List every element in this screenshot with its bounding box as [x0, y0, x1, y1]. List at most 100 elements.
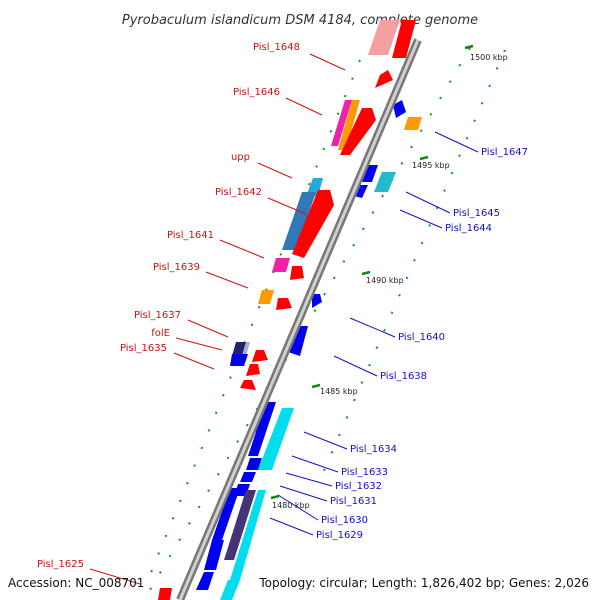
genome-summary-text: Topology: circular; Length: 1,826,402 bp… [258, 576, 589, 590]
gene-label-pisl_1634: Pisl_1634 [350, 444, 397, 455]
guide-line [319, 49, 506, 481]
gene-label-pisl_1638: Pisl_1638 [380, 371, 427, 382]
gene-label-pisl_1642: Pisl_1642 [215, 187, 262, 198]
cds-reverse-feature [242, 342, 250, 356]
label-leader-line [285, 472, 333, 487]
cds-reverse-feature [340, 108, 376, 155]
cds-reverse-feature [240, 380, 256, 390]
label-leader-line [205, 271, 249, 289]
cds-forward-feature [224, 490, 256, 560]
label-leader-line [291, 455, 339, 473]
cds-reverse-feature [368, 20, 400, 55]
gene-label-pisl_1637: Pisl_1637 [134, 310, 181, 321]
scale-tick-label: 1480 kbp [272, 501, 310, 510]
cds-forward-feature [196, 572, 214, 590]
cds-forward-feature [374, 172, 396, 192]
cds-reverse-feature [292, 190, 334, 258]
scale-tick-label: 1490 kbp [366, 276, 404, 285]
cds-forward-feature [258, 408, 294, 470]
label-leader-line [173, 352, 215, 370]
gene-label-pisl_1630: Pisl_1630 [321, 515, 368, 526]
cds-reverse-feature [158, 588, 172, 600]
guide-line [149, 59, 361, 576]
cds-forward-feature [230, 490, 266, 580]
map-title: Pyrobaculum islandicum DSM 4184, complet… [122, 13, 478, 28]
label-leader-line [257, 162, 293, 179]
cds-forward-feature [404, 117, 422, 130]
scale-ticks: 1500 kbp 1495 kbp 1490 kbp 1485 kbp 1480 kbp [270, 44, 508, 510]
gene-label-pisl_1646: Pisl_1646 [233, 87, 280, 98]
cds-forward-feature [204, 540, 224, 570]
label-leader-line [405, 191, 451, 214]
gene-label-pisl_1645: Pisl_1645 [453, 208, 500, 219]
cds-forward-feature [254, 402, 276, 432]
label-leader-line [285, 97, 323, 116]
label-leader-line [333, 355, 378, 377]
scale-tick-mark [311, 383, 321, 389]
cds-forward-feature [212, 488, 240, 540]
cds-forward-feature [362, 165, 378, 182]
label-leader-line [303, 431, 348, 450]
cds-reverse-feature [276, 298, 292, 310]
gene-label-pisl_1640: Pisl_1640 [398, 332, 445, 343]
cds-reverse-feature [230, 354, 248, 366]
cds-reverse-feature [331, 100, 352, 146]
gene-label-pisl_1633: Pisl_1633 [341, 467, 388, 478]
gene-label-pisl_1635: Pisl_1635 [120, 343, 167, 354]
label-leader-line [187, 319, 229, 338]
label-leader-line [349, 317, 396, 338]
cds-forward-feature [220, 580, 240, 600]
gene-label-fole: folE [151, 328, 170, 339]
cds-forward-feature [288, 326, 308, 356]
accession-text: Accession: NC_008701 [8, 576, 144, 590]
label-leader-line [175, 337, 223, 351]
label-leader-line [219, 239, 265, 259]
gene-label-pisl_1644: Pisl_1644 [445, 223, 492, 234]
cds-reverse-feature [252, 350, 268, 362]
label-leader-line [279, 485, 328, 502]
gene-label-pisl_1647: Pisl_1647 [481, 147, 528, 158]
feature-track [158, 20, 422, 600]
gene-label-upp: upp [231, 152, 250, 163]
scale-tick-mark [464, 44, 474, 50]
label-leader-line [269, 517, 314, 536]
scale-tick-label: 1500 kbp [470, 53, 508, 62]
gene-label-pisl_1631: Pisl_1631 [330, 496, 377, 507]
cds-reverse-feature [375, 70, 393, 88]
guide-dots [149, 47, 506, 591]
genome-backbone [176, 38, 422, 600]
label-leader-line [434, 131, 479, 153]
label-leader-line [267, 197, 307, 215]
gene-label-pisl_1639: Pisl_1639 [153, 262, 200, 273]
gene-label-pisl_1632: Pisl_1632 [335, 481, 382, 492]
cds-reverse-feature [272, 258, 290, 272]
label-leader-line [399, 209, 443, 229]
cds-forward-feature [248, 432, 266, 456]
scale-tick-label: 1485 kbp [320, 387, 358, 396]
gene-label-pisl_1625: Pisl_1625 [37, 559, 84, 570]
gene-label-pisl_1629: Pisl_1629 [316, 530, 363, 541]
label-leader-line [89, 568, 141, 585]
cds-reverse-feature [282, 192, 316, 250]
gene-label-pisl_1648: Pisl_1648 [253, 42, 300, 53]
cds-forward-feature [312, 294, 322, 308]
gene-label-pisl_1641: Pisl_1641 [167, 230, 214, 241]
cds-reverse-feature [392, 20, 416, 58]
scale-tick-mark [419, 155, 429, 161]
cds-reverse-feature [338, 100, 360, 150]
cds-forward-feature [246, 458, 262, 470]
label-leaders [89, 53, 479, 585]
label-leader-line [277, 494, 319, 521]
label-leader-line [309, 53, 346, 71]
cds-forward-feature [393, 100, 406, 118]
scale-tick-label: 1495 kbp [412, 161, 450, 170]
cds-forward-feature [240, 472, 256, 482]
scale-tick-mark [270, 494, 280, 500]
cds-reverse-feature [258, 290, 274, 304]
cds-reverse-feature [246, 364, 260, 376]
guide-line [149, 47, 471, 591]
cds-reverse-feature [232, 342, 246, 356]
cds-reverse-feature [290, 266, 304, 280]
